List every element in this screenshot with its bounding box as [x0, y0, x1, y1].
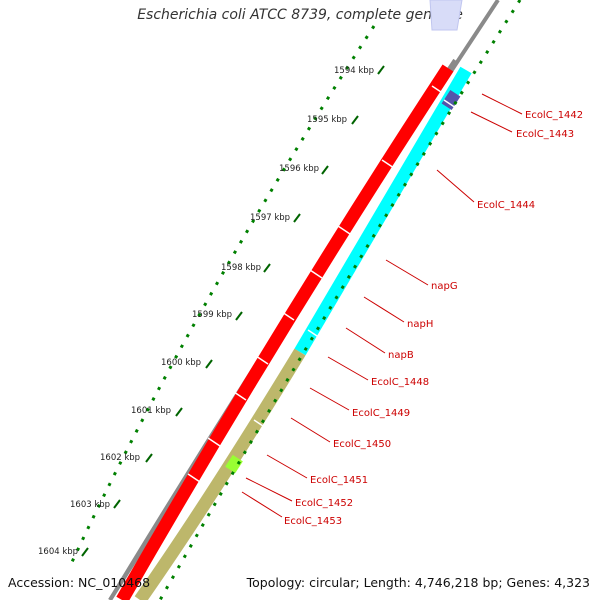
gene-label-ecolc-1443: EcolC_1443 [470, 111, 574, 140]
reverse-cds-khaki-track [134, 348, 306, 600]
gene-block-ecolc-1452 [225, 454, 243, 474]
tick-1598: 1598 kbp [221, 263, 271, 273]
top-marker-arrow [429, 0, 463, 31]
gene-label-text: EcolC_1442 [525, 110, 583, 121]
gene-label-ecolc-1453: EcolC_1453 [241, 491, 342, 527]
tick-1601: 1601 kbp [131, 406, 183, 417]
gene-label-text: napH [407, 319, 433, 330]
gene-label-text: EcolC_1449 [352, 408, 410, 419]
gene-label-text: EcolC_1448 [371, 377, 429, 388]
tick-label: 1599 kbp [192, 310, 232, 320]
tick-label: 1597 kbp [250, 213, 290, 223]
gene-label-text: EcolC_1453 [284, 516, 342, 527]
gene-label-ecolc-1449: EcolC_1449 [309, 387, 410, 419]
gene-label-ecolc-1442: EcolC_1442 [481, 93, 583, 121]
genome-summary-text: Topology: circular; Length: 4,746,218 bp… [246, 575, 590, 590]
gene-label-text: napG [431, 281, 458, 292]
forward-cds-separators [187, 85, 445, 483]
gene-label-ecolc-1448: EcolC_1448 [327, 356, 429, 388]
gene-label-napb: napB [345, 327, 414, 361]
reverse-cds-cyan-track [294, 66, 472, 356]
kbp-ticks: 1594 kbp 1595 kbp 1596 kbp 1597 kbp 1598… [38, 65, 385, 557]
accession-text: Accession: NC_010468 [8, 575, 151, 590]
tick-1602: 1602 kbp [100, 453, 153, 463]
gene-label-text: EcolC_1452 [295, 498, 353, 509]
tick-1595: 1595 kbp [307, 115, 359, 125]
tick-1600: 1600 kbp [161, 358, 213, 369]
gene-block-ecolc-1443 [441, 90, 461, 110]
gene-label-text: EcolC_1450 [333, 439, 391, 450]
tick-1594: 1594 kbp [334, 65, 385, 76]
gc-dots-inner [158, 0, 522, 600]
gene-label-naph: napH [363, 296, 433, 330]
gene-label-text: napB [388, 350, 414, 361]
tick-1596: 1596 kbp [279, 164, 329, 175]
forward-cds-track [116, 64, 454, 600]
gene-label-text: EcolC_1444 [477, 200, 535, 211]
gene-label-napg: napG [385, 259, 458, 292]
tick-label: 1601 kbp [131, 406, 171, 416]
tick-1604: 1604 kbp [38, 547, 89, 557]
gene-label-text: EcolC_1451 [310, 475, 368, 486]
gene-labels: EcolC_1442 EcolC_1443 EcolC_1444 napG na… [241, 93, 583, 527]
gene-label-ecolc-1444: EcolC_1444 [436, 169, 535, 211]
tick-label: 1602 kbp [100, 453, 140, 463]
tick-label: 1596 kbp [279, 164, 319, 174]
tick-label: 1594 kbp [334, 66, 374, 76]
reverse-cds-separators [253, 99, 457, 429]
tick-1603: 1603 kbp [70, 499, 121, 510]
tick-label: 1604 kbp [38, 547, 78, 557]
tick-label: 1600 kbp [161, 358, 201, 368]
tick-1599: 1599 kbp [192, 310, 243, 321]
gene-label-ecolc-1450: EcolC_1450 [290, 417, 391, 450]
tick-label: 1595 kbp [307, 115, 347, 125]
gene-label-ecolc-1451: EcolC_1451 [266, 454, 368, 486]
tick-label: 1598 kbp [221, 263, 261, 273]
map-title: Escherichia coli ATCC 8739, complete gen… [137, 7, 463, 23]
tick-1597: 1597 kbp [250, 213, 301, 223]
tick-label: 1603 kbp [70, 500, 110, 510]
gene-label-ecolc-1452: EcolC_1452 [245, 477, 353, 509]
gene-label-text: EcolC_1443 [516, 129, 574, 140]
